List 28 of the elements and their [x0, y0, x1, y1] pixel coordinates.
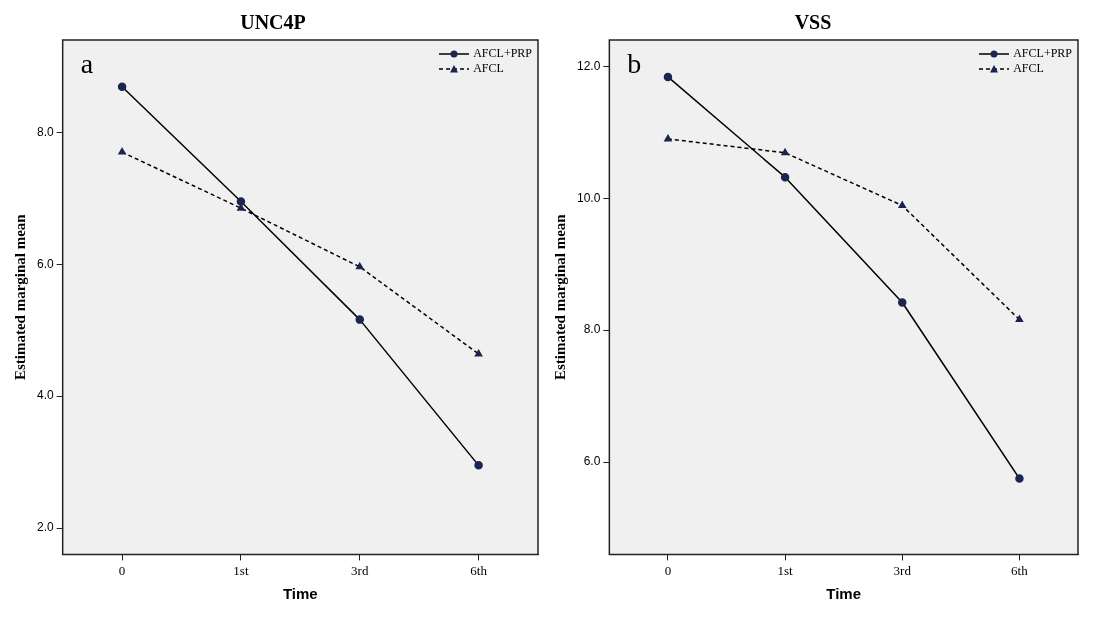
- y-axis-title: Estimated marginal mean: [11, 213, 28, 381]
- x-tick-label: 6th: [1011, 562, 1029, 578]
- x-tick-label: 6th: [470, 562, 488, 578]
- x-tick-label: 1st: [777, 562, 794, 578]
- x-tick-label: 3rd: [351, 562, 369, 578]
- x-tick-label: 0: [118, 562, 126, 578]
- y-tick-label: 8.0: [36, 124, 54, 139]
- y-tick-label: 6.0: [36, 256, 54, 271]
- legend-label: AFCL+PRP: [473, 46, 532, 61]
- y-tick-label: 2.0: [36, 520, 54, 535]
- x-tick-label: 3rd: [893, 562, 912, 578]
- y-tick-label: 4.0: [36, 388, 54, 403]
- legend-label: AFCL: [1013, 61, 1044, 76]
- x-tick-label: 0: [664, 562, 672, 578]
- y-axis-title: Estimated marginal mean: [551, 213, 568, 381]
- x-axis-title: Time: [826, 585, 862, 603]
- y-tick-label: 10.0: [577, 190, 601, 205]
- legend-label: AFCL+PRP: [1013, 46, 1072, 61]
- y-tick-label: 12.0: [577, 58, 601, 73]
- annotation: b: [627, 48, 642, 80]
- chart-title: VSS: [794, 11, 832, 34]
- x-tick-label: 1st: [233, 562, 249, 578]
- y-tick-label: 8.0: [583, 322, 601, 337]
- chart-title: UNC4P: [240, 11, 306, 34]
- y-tick-label: 6.0: [583, 454, 601, 469]
- legend-label: AFCL: [473, 61, 504, 76]
- annotation: a: [80, 48, 94, 80]
- x-axis-title: Time: [282, 585, 318, 603]
